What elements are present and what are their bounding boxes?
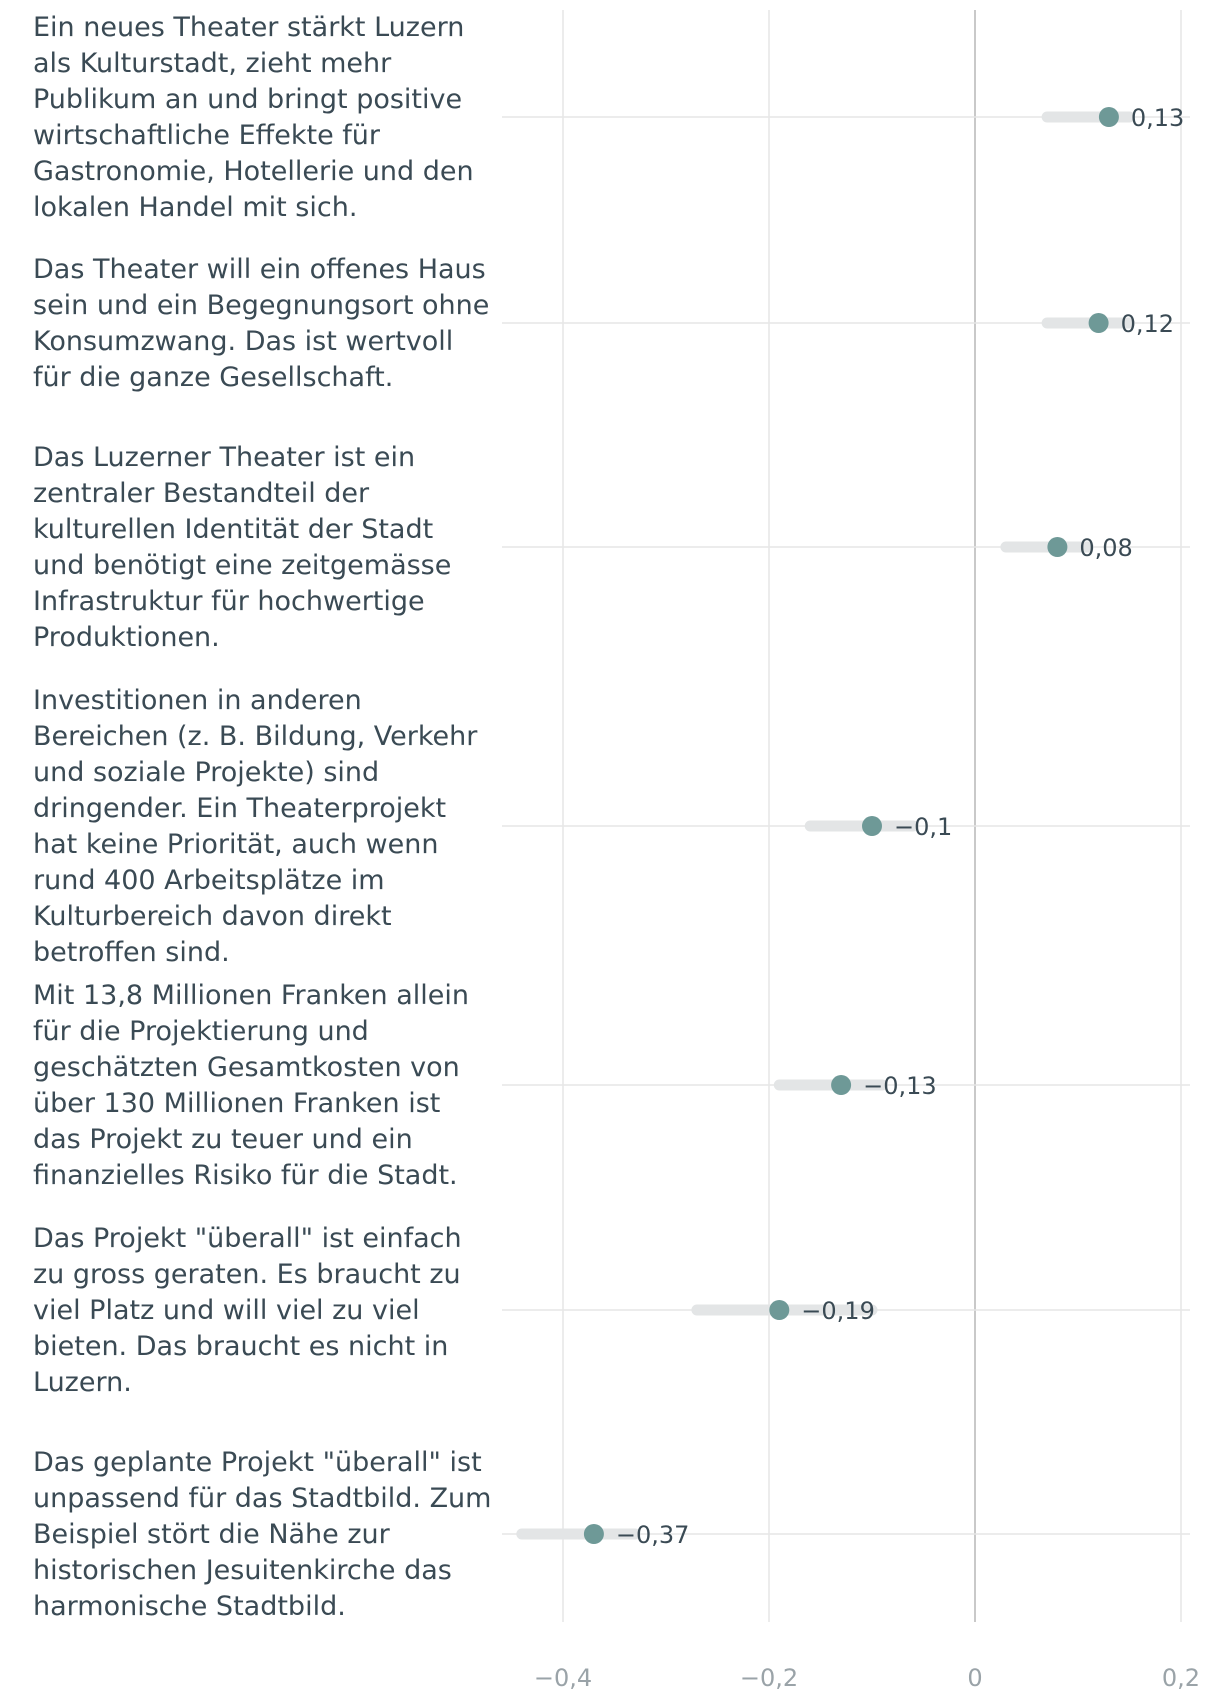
statement-label: Das Theater will ein offenes Haus sein un… bbox=[33, 254, 489, 393]
value-label: −0,37 bbox=[616, 1521, 690, 1549]
data-point bbox=[862, 816, 882, 836]
x-tick-label: −0,2 bbox=[740, 1664, 798, 1692]
statement-label: Das geplante Projekt "überall" ist unpass… bbox=[33, 1447, 491, 1622]
statement-label: Mit 13,8 Millionen Franken allein für die… bbox=[33, 980, 469, 1191]
x-tick-label: −0,4 bbox=[534, 1664, 592, 1692]
x-tick-label: 0 bbox=[967, 1664, 982, 1692]
value-label: 0,13 bbox=[1131, 104, 1184, 132]
data-point bbox=[831, 1075, 852, 1095]
value-label: −0,19 bbox=[801, 1297, 875, 1325]
statement-labels: Ein neues Theater stärkt Luzern als Kultu… bbox=[33, 12, 491, 1622]
statement-label: Das Luzerner Theater ist ein zentraler Be… bbox=[33, 442, 451, 653]
data-point bbox=[1098, 107, 1119, 127]
data-point bbox=[583, 1524, 604, 1544]
data-point bbox=[1047, 537, 1068, 557]
x-tick-label: 0,2 bbox=[1162, 1664, 1200, 1692]
value-label: 0,08 bbox=[1079, 534, 1132, 562]
grid-lines bbox=[502, 10, 1190, 1622]
x-axis: −0,4 −0,2 0 0,2 bbox=[534, 1664, 1200, 1692]
statement-label: Ein neues Theater stärkt Luzern als Kultu… bbox=[33, 12, 474, 223]
data-marks: 0,13 0,12 0,08 −0,1 −0,13 −0,19 −0,37 bbox=[516, 104, 1184, 1549]
value-label: −0,1 bbox=[894, 813, 952, 841]
data-point bbox=[1088, 313, 1109, 333]
value-label: 0,12 bbox=[1121, 310, 1174, 338]
statement-label: Das Projekt "überall" ist einfach zu gros… bbox=[33, 1223, 462, 1398]
data-point bbox=[769, 1300, 790, 1320]
value-label: −0,13 bbox=[863, 1072, 937, 1100]
statement-label: Investitionen in anderen Bereichen (z. B.… bbox=[33, 685, 478, 968]
